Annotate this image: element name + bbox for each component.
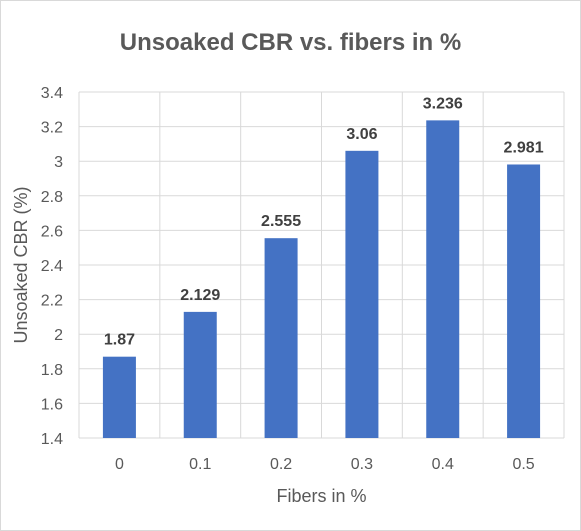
y-tick-label: 1.4	[41, 431, 63, 448]
x-tick-label: 0.3	[351, 456, 373, 473]
chart-title: Unsoaked CBR vs. fibers in %	[119, 29, 462, 56]
data-labels: 1.87 2.129 2.555 3.06 3.236 2.981	[104, 95, 544, 348]
y-tick-label: 3.4	[41, 85, 63, 102]
x-tick-label: 0.1	[189, 456, 211, 473]
data-label: 2.981	[504, 139, 544, 156]
data-label: 3.06	[346, 126, 377, 143]
x-axis-title: Fibers in %	[276, 486, 366, 506]
y-tick-label: 1.6	[41, 396, 63, 413]
y-tick-label: 3	[54, 154, 63, 171]
x-tick-label: 0.2	[270, 456, 292, 473]
data-label: 2.129	[180, 287, 220, 304]
bar	[426, 120, 460, 438]
gridlines	[78, 91, 565, 439]
y-tick-label: 3.2	[41, 120, 63, 137]
x-tick-label: 0.4	[432, 456, 454, 473]
bar	[183, 311, 217, 438]
data-label: 1.87	[104, 332, 135, 349]
x-tick-label: 0	[115, 456, 124, 473]
x-tick-label: 0.5	[512, 456, 534, 473]
y-tick-label: 1.8	[41, 362, 63, 379]
bar	[507, 164, 541, 438]
bar	[264, 238, 298, 438]
x-axis-ticks: 0 0.1 0.2 0.3 0.4 0.5	[115, 456, 535, 473]
bar	[102, 356, 136, 438]
y-axis-ticks: 1.4 1.6 1.8 2 2.2 2.4 2.6 2.8 3 3.2 3.4	[41, 85, 63, 448]
y-axis-title: Unsoaked CBR (%)	[11, 186, 31, 343]
y-tick-label: 2	[54, 327, 63, 344]
data-label: 2.555	[261, 213, 301, 230]
bar	[345, 150, 379, 438]
bars	[102, 120, 541, 438]
y-tick-label: 2.8	[41, 189, 63, 206]
y-tick-label: 2.2	[41, 293, 63, 310]
y-tick-label: 2.6	[41, 223, 63, 240]
y-tick-label: 2.4	[41, 258, 63, 275]
data-label: 3.236	[423, 95, 463, 112]
